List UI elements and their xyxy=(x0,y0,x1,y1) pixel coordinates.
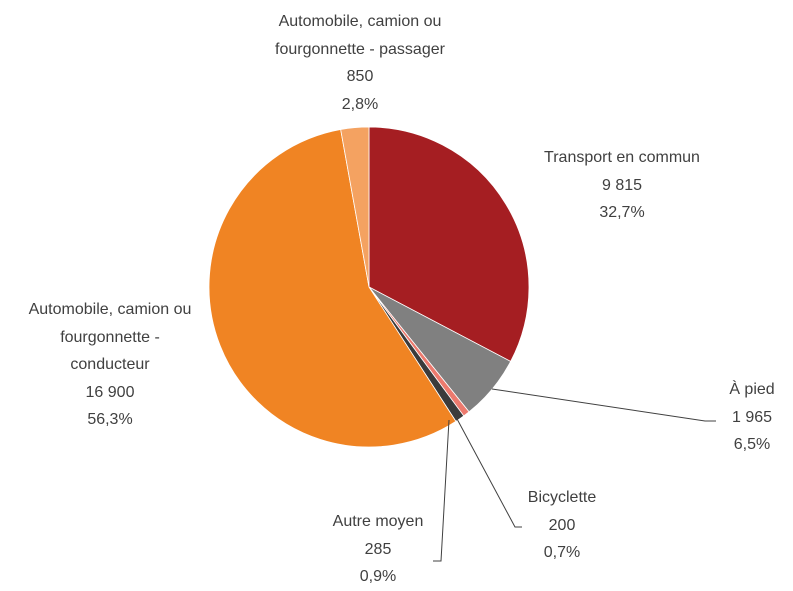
label-value: 1 965 xyxy=(731,408,773,426)
label-name: À pied xyxy=(729,381,775,398)
label-name: Autre moyen xyxy=(332,513,424,530)
label-percent: 32,7% xyxy=(599,204,645,221)
label-percent: 6,5% xyxy=(733,436,771,453)
label-value: 9 815 xyxy=(601,176,643,194)
label-percent: 56,3% xyxy=(87,411,133,428)
pie-slice xyxy=(340,126,370,288)
slice-label: Automobile, camion ou fourgonnette - con… xyxy=(0,296,230,434)
slice-label: Bicyclette 200 0,7% xyxy=(442,484,682,567)
label-value: 200 xyxy=(548,516,576,534)
label-name: Bicyclette xyxy=(527,489,597,506)
leader-line xyxy=(491,388,716,422)
slice-label: Automobile, camion ou fourgonnette - pas… xyxy=(240,8,480,118)
slice-label: À pied 1 965 6,5% xyxy=(632,376,793,459)
label-name: Automobile, camion ou fourgonnette - pas… xyxy=(275,13,445,58)
leader-line xyxy=(455,416,522,528)
label-value: 285 xyxy=(364,540,392,558)
label-percent: 0,9% xyxy=(359,568,397,585)
label-value: 850 xyxy=(346,68,374,85)
label-percent: 0,7% xyxy=(543,544,581,561)
leader-line xyxy=(433,419,450,562)
label-name: Automobile, camion ou fourgonnette - con… xyxy=(28,301,192,373)
pie-slice xyxy=(368,126,530,362)
label-value: 16 900 xyxy=(85,383,135,401)
label-percent: 2,8% xyxy=(341,95,379,113)
label-name: Transport en commun xyxy=(544,149,700,166)
slice-label: Autre moyen 285 0,9% xyxy=(258,508,498,591)
slice-label: Transport en commun 9 815 32,7% xyxy=(502,144,742,227)
pie-slice xyxy=(208,129,457,448)
